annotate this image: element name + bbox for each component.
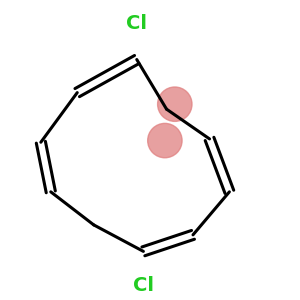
Text: Cl: Cl [133,276,154,295]
Circle shape [148,123,182,158]
Text: Cl: Cl [126,14,147,33]
Circle shape [158,87,192,122]
